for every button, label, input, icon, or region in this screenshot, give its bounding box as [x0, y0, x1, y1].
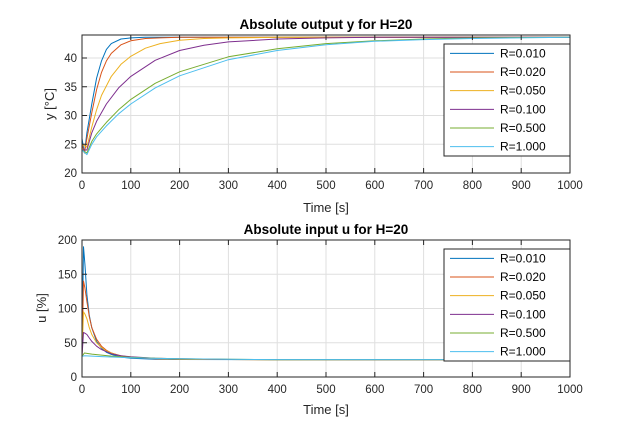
legend-label-2: R=0.020	[500, 65, 546, 79]
y-tick-label: 200	[58, 235, 77, 247]
x-tick-label: 900	[512, 180, 531, 192]
y-tick-label: 25	[64, 139, 77, 151]
x-tick-label: 200	[170, 180, 189, 192]
legend: R=0.010 R=0.020 R=0.050 R=0.100 R=0.500 R=1.0…	[443, 43, 571, 157]
x-tick-label: 800	[463, 384, 482, 396]
series-line-5	[81, 36, 571, 154]
y-tick-label: 35	[64, 82, 77, 94]
y-tick-label: 30	[64, 111, 77, 123]
series-line-2	[81, 36, 570, 154]
legend-label-3: R=0.050	[500, 289, 546, 303]
y-tick-label: 40	[64, 53, 77, 65]
chart-title: Absolute input u for H=20	[244, 222, 409, 237]
x-tick-label: 700	[414, 180, 433, 192]
x-tick-label: 900	[512, 384, 531, 396]
y-tick-label: 150	[58, 269, 77, 281]
legend-label-4: R=0.100	[500, 307, 546, 321]
legend-label-5: R=0.500	[500, 121, 546, 135]
series-line-6	[81, 36, 571, 156]
series-line-4	[82, 36, 570, 151]
legend-label-3: R=0.050	[500, 84, 546, 98]
legend-box	[443, 248, 571, 362]
x-tick-label: 500	[316, 384, 335, 396]
x-tick-label: 500	[316, 180, 335, 192]
legend-label-5: R=0.500	[500, 326, 546, 340]
x-tick-label: 0	[79, 384, 85, 396]
input-chart: Absolute input u for H=20 Time [s] u [%]…	[34, 222, 583, 417]
x-tick-label: 100	[121, 180, 140, 192]
y-axis-label: y [°C]	[42, 88, 57, 120]
x-tick-label: 1000	[557, 180, 583, 192]
legend-label-1: R=0.010	[500, 251, 546, 265]
legend: R=0.010 R=0.020 R=0.050 R=0.100 R=0.500 R=1.0…	[443, 248, 571, 362]
x-tick-label: 400	[268, 180, 287, 192]
legend-label-6: R=1.000	[500, 345, 546, 359]
legend-label-6: R=1.000	[500, 140, 546, 154]
chart-title: Absolute output y for H=20	[240, 17, 413, 32]
x-tick-label: 1000	[557, 384, 583, 396]
plot-area: 0 100 200 300 400 500 600 700 800 900 1000 20 25 30 35…	[64, 34, 583, 192]
x-axis-label: Time [s]	[303, 200, 349, 215]
legend-box	[443, 43, 571, 157]
y-tick-label: 100	[58, 304, 77, 316]
x-tick-label: 700	[414, 384, 433, 396]
y-tick-label: 0	[71, 372, 77, 384]
x-axis-label: Time [s]	[303, 402, 349, 417]
legend-label-4: R=0.100	[500, 102, 546, 116]
series-line-3	[81, 36, 570, 148]
x-tick-label: 400	[268, 384, 287, 396]
x-tick-label: 0	[79, 180, 85, 192]
x-tick-label: 200	[170, 384, 189, 396]
x-tick-label: 100	[121, 384, 140, 396]
y-tick-label: 20	[64, 168, 77, 180]
x-tick-label: 600	[365, 384, 384, 396]
legend-label-1: R=0.010	[500, 46, 546, 60]
x-tick-label: 300	[219, 384, 238, 396]
legend-label-2: R=0.020	[500, 270, 546, 284]
x-tick-label: 800	[463, 180, 482, 192]
output-chart: Absolute output y for H=20 Time [s] y [°…	[42, 17, 583, 215]
series-line-6	[81, 355, 571, 361]
y-tick-label: 50	[64, 338, 77, 350]
plot-area: 0 100 200 300 400 500 600 700 800 900 1000 0 50 100 15…	[58, 235, 583, 396]
y-axis-label: u [%]	[34, 293, 49, 323]
x-tick-label: 300	[219, 180, 238, 192]
x-tick-label: 600	[365, 180, 384, 192]
